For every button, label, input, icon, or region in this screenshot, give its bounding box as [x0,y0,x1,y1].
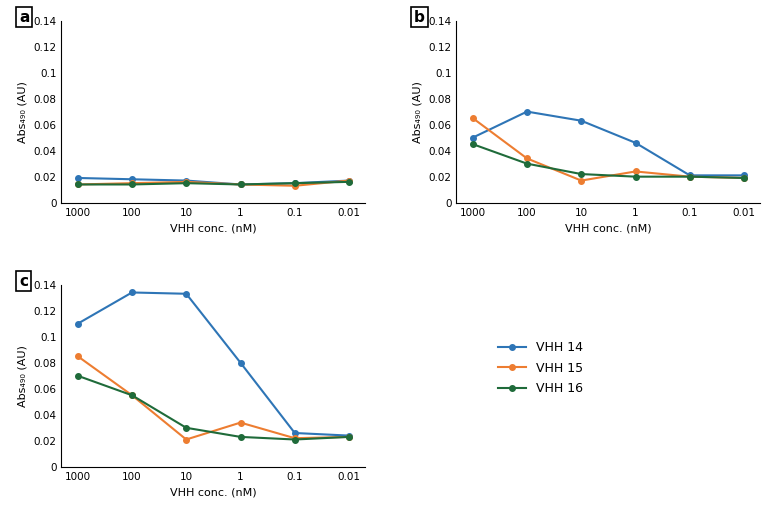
Y-axis label: Abs₄₉₀ (AU): Abs₄₉₀ (AU) [18,345,28,407]
X-axis label: VHH conc. (nM): VHH conc. (nM) [170,223,257,233]
Legend: VHH 14, VHH 15, VHH 16: VHH 14, VHH 15, VHH 16 [493,337,588,401]
X-axis label: VHH conc. (nM): VHH conc. (nM) [170,487,257,497]
Y-axis label: Abs₄₉₀ (AU): Abs₄₉₀ (AU) [18,81,28,143]
Y-axis label: Abs₄₉₀ (AU): Abs₄₉₀ (AU) [413,81,423,143]
Text: a: a [19,10,29,25]
Text: b: b [414,10,425,25]
X-axis label: VHH conc. (nM): VHH conc. (nM) [565,223,652,233]
Text: c: c [19,274,28,289]
